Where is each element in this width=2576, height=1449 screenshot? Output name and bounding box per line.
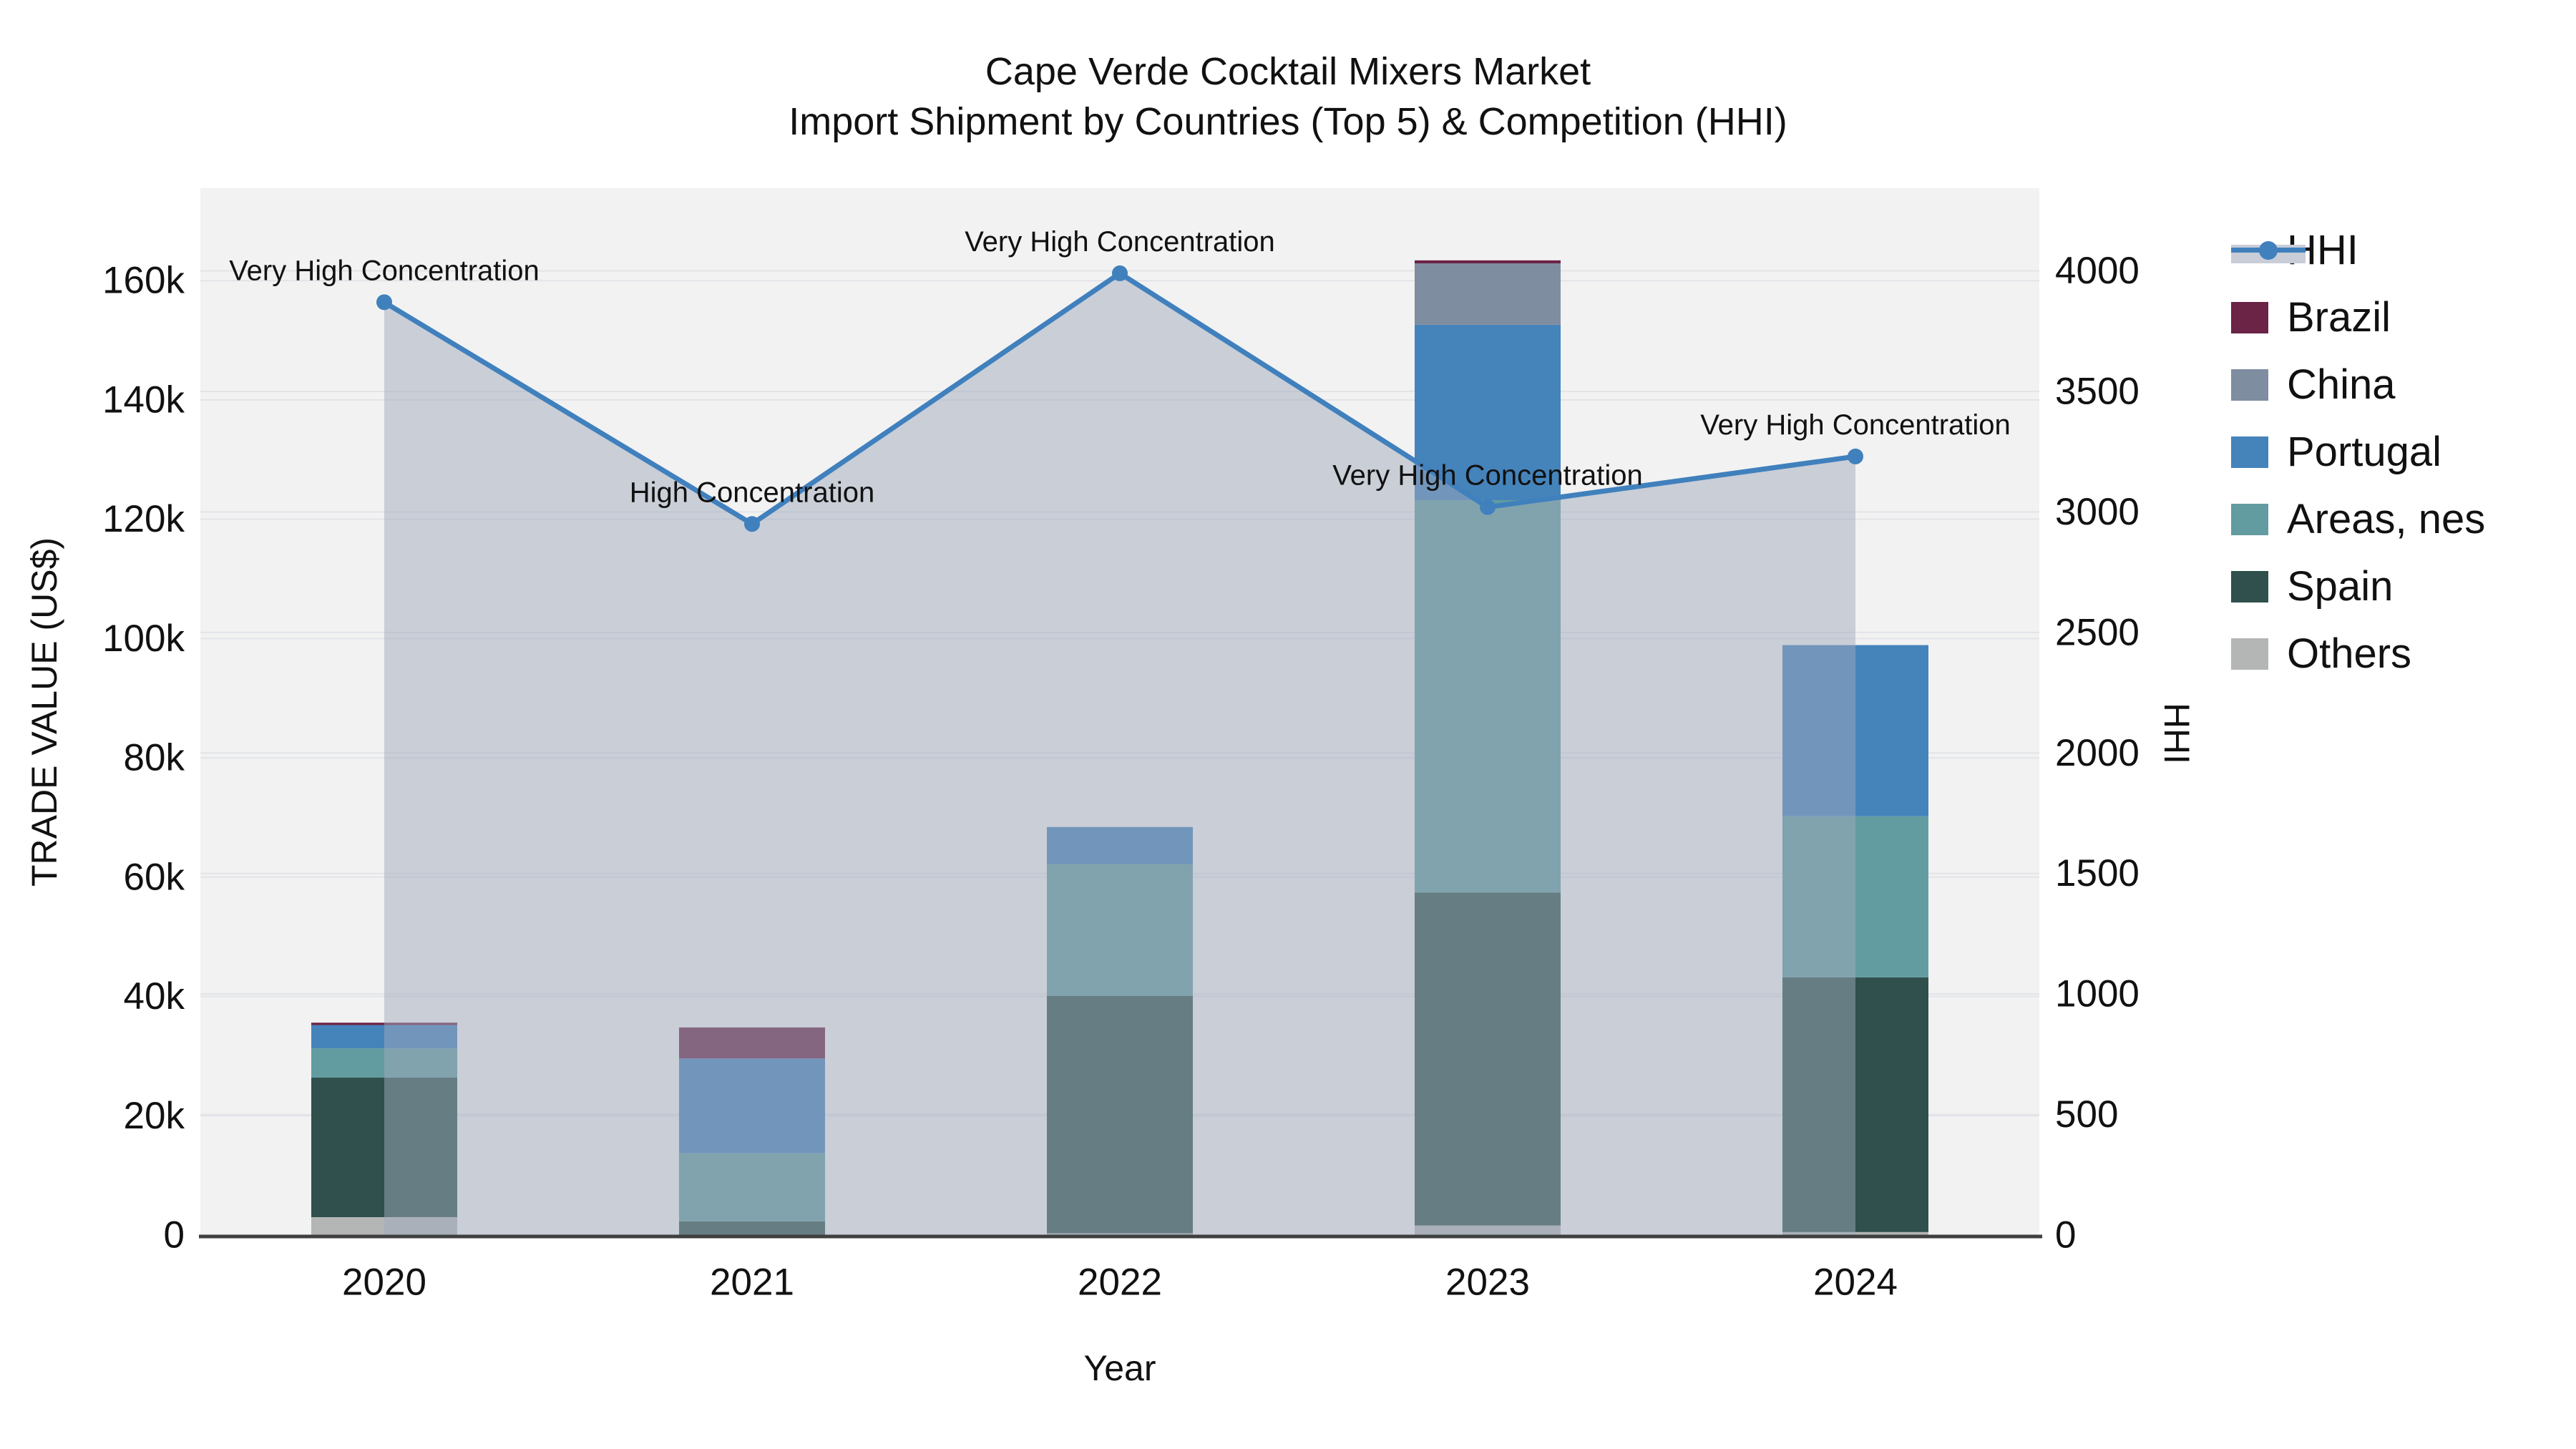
right-tick-2000: 2000 xyxy=(2055,732,2140,774)
annotations: Very High Concentration High Concentratio… xyxy=(229,226,2011,508)
right-axis-title: HHI xyxy=(2157,703,2197,764)
x-tick-2020: 2020 xyxy=(342,1262,426,1304)
right-tick-500: 500 xyxy=(2055,1093,2118,1136)
annotation-2021: High Concentration xyxy=(630,477,874,508)
x-tick-2022: 2022 xyxy=(1078,1262,1162,1304)
hhi-markers xyxy=(376,265,1863,532)
left-tick-40k: 40k xyxy=(124,975,185,1018)
legend-label-others: Others xyxy=(2287,630,2412,677)
legend-item-hhi[interactable]: HHI xyxy=(2231,228,2485,273)
bar-segment-portugal-2023[interactable] xyxy=(1415,324,1561,500)
chart-title-line1: Cape Verde Cocktail Mixers Market xyxy=(985,50,1591,93)
left-tick-140k: 140k xyxy=(102,379,185,421)
legend-label-brazil: Brazil xyxy=(2287,294,2391,341)
left-tick-20k: 20k xyxy=(124,1095,185,1137)
legend-item-areas-nes[interactable]: Areas, nes xyxy=(2231,497,2485,542)
legend-swatch-portugal xyxy=(2231,436,2268,468)
left-tick-0: 0 xyxy=(164,1214,185,1257)
hhi-marker-2024[interactable] xyxy=(1848,448,1863,464)
bar-segment-brazil-2023[interactable] xyxy=(1415,260,1561,264)
legend-hhi-line-icon xyxy=(2231,235,2306,266)
x-tick-2021: 2021 xyxy=(710,1262,794,1304)
x-tick-2023: 2023 xyxy=(1445,1262,1530,1304)
left-tick-60k: 60k xyxy=(124,856,185,898)
right-tick-1500: 1500 xyxy=(2055,852,2140,894)
left-tick-120k: 120k xyxy=(102,498,185,540)
legend-swatch-others xyxy=(2231,638,2268,670)
right-axis-ticks: 0 500 1000 1500 2000 2500 3000 3500 4000 xyxy=(2055,250,2140,1256)
right-tick-0: 0 xyxy=(2055,1214,2076,1257)
legend-swatch-china xyxy=(2231,369,2268,401)
x-tick-2024: 2024 xyxy=(1813,1262,1898,1304)
legend-label-portugal: Portugal xyxy=(2287,429,2442,475)
right-tick-3000: 3000 xyxy=(2055,491,2140,533)
x-axis-ticks: 2020 2021 2022 2023 2024 xyxy=(342,1262,1898,1304)
annotation-2024: Very High Concentration xyxy=(1700,409,2011,441)
bar-segment-china-2023[interactable] xyxy=(1415,263,1561,325)
right-tick-2500: 2500 xyxy=(2055,611,2140,653)
right-tick-3500: 3500 xyxy=(2055,370,2140,412)
legend-label-spain: Spain xyxy=(2287,563,2394,610)
hhi-marker-2023[interactable] xyxy=(1480,499,1496,515)
legend-label-areas-nes: Areas, nes xyxy=(2287,496,2486,542)
hhi-marker-2022[interactable] xyxy=(1112,265,1128,281)
legend-swatch-spain xyxy=(2231,571,2268,602)
left-axis-title: TRADE VALUE (US$) xyxy=(24,537,64,887)
hhi-marker-2020[interactable] xyxy=(376,294,392,311)
annotation-2020: Very High Concentration xyxy=(229,255,540,286)
annotation-2022: Very High Concentration xyxy=(965,226,1275,258)
legend: HHI Brazil China Portugal Areas, nes Spain Oth… xyxy=(2231,228,2485,677)
legend-swatch-brazil xyxy=(2231,302,2268,333)
chart-title-line2: Import Shipment by Countries (Top 5) & C… xyxy=(789,100,1787,143)
annotation-2023: Very High Concentration xyxy=(1332,460,1643,492)
legend-item-brazil[interactable]: Brazil xyxy=(2231,295,2485,341)
legend-item-others[interactable]: Others xyxy=(2231,631,2485,677)
left-tick-160k: 160k xyxy=(102,260,185,302)
left-tick-80k: 80k xyxy=(124,737,185,779)
right-tick-4000: 4000 xyxy=(2055,250,2140,292)
x-axis-title: Year xyxy=(1083,1348,1156,1388)
left-tick-100k: 100k xyxy=(102,618,185,660)
legend-swatch-areas-nes xyxy=(2231,504,2268,535)
legend-label-china: China xyxy=(2287,361,2396,408)
legend-item-china[interactable]: China xyxy=(2231,362,2485,408)
legend-item-portugal[interactable]: Portugal xyxy=(2231,429,2485,475)
legend-hhi-marker-dot xyxy=(2259,241,2278,260)
right-tick-1000: 1000 xyxy=(2055,973,2140,1015)
left-axis-ticks: 0 20k 40k 60k 80k 100k 120k 140k 160k xyxy=(102,260,185,1257)
hhi-marker-2021[interactable] xyxy=(744,516,760,532)
legend-item-spain[interactable]: Spain xyxy=(2231,564,2485,610)
